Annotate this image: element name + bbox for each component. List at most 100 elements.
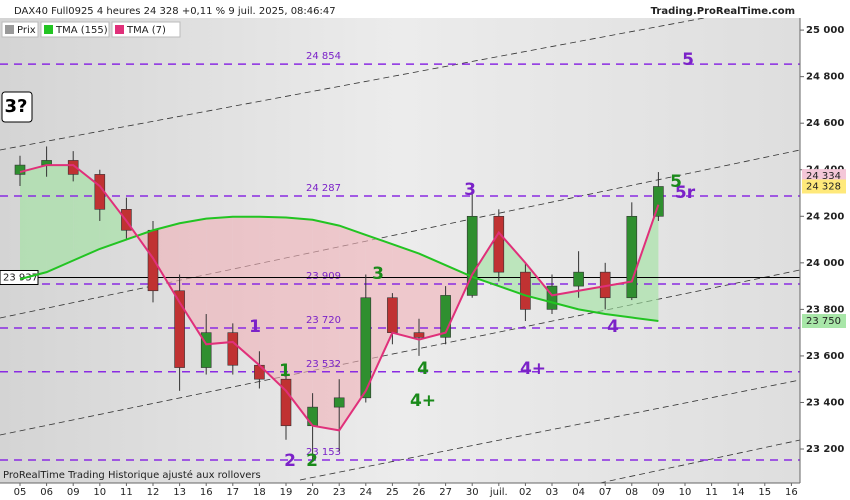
- x-tick-label: juil.: [489, 487, 508, 498]
- x-tick-label: 17: [226, 487, 239, 498]
- x-tick-label: 07: [599, 487, 612, 498]
- source: Trading.ProRealTime.com: [651, 6, 795, 17]
- level-label: 23 532: [306, 359, 341, 370]
- wave-label: 4+: [410, 391, 436, 411]
- trend-line: [0, 269, 801, 436]
- candle-body: [227, 332, 239, 366]
- trend-line: [599, 439, 801, 484]
- tma-fill: [605, 281, 632, 318]
- tma-fill: [392, 244, 419, 340]
- candle-body: [147, 229, 159, 292]
- x-tick-label: 02: [519, 487, 532, 498]
- price-tag: [802, 314, 846, 329]
- tma-fill: [286, 217, 313, 426]
- candle-body: [573, 271, 584, 287]
- tma-fill: [20, 165, 47, 280]
- tma-fill: [498, 232, 526, 296]
- x-tick-label: 10: [93, 487, 106, 498]
- tma-line: [19, 215, 659, 323]
- candle-body: [546, 285, 558, 310]
- x-tick-label: 10: [679, 487, 692, 498]
- legend-swatch: [5, 25, 14, 34]
- price-tag-label: 24 334: [806, 171, 841, 182]
- x-tick-label: 09: [652, 487, 665, 498]
- tma-fill: [552, 290, 579, 310]
- x-tick-label: 18: [253, 487, 266, 498]
- tma-fill: [419, 253, 446, 340]
- price-tag-label: 24 328: [806, 181, 841, 192]
- x-tick-label: 04: [572, 487, 585, 498]
- x-tick-label: 08: [625, 487, 638, 498]
- trend-channel: [0, 0, 801, 484]
- trend-line: [0, 0, 801, 151]
- tma-fill: [99, 186, 127, 249]
- y-tick-label: 23 600: [806, 351, 844, 362]
- x-tick-label: 30: [466, 487, 479, 498]
- y-tick-label: 23 400: [806, 397, 844, 408]
- legend-swatch: [115, 25, 124, 34]
- tma-fill: [153, 223, 180, 303]
- tma-fill: [578, 286, 606, 315]
- legend-label: TMA (155): [55, 25, 108, 36]
- level-label: 23 909: [306, 271, 341, 282]
- candle-body: [653, 186, 664, 217]
- y-tick-label: 24 800: [806, 72, 844, 83]
- level-label: 23 720: [306, 315, 341, 326]
- wave-label: 5r: [675, 183, 696, 203]
- x-tick-label: 09: [67, 487, 80, 498]
- tma-fill: [525, 262, 552, 303]
- y-tick-label: 25 000: [806, 25, 844, 36]
- tma-fill: [312, 219, 340, 431]
- tma-line: [19, 164, 660, 432]
- x-tick-label: 03: [546, 487, 559, 498]
- x-tick-label: 23: [333, 487, 346, 498]
- x-tick-label: 15: [758, 487, 771, 498]
- legend-box: [40, 21, 110, 38]
- price-tag: [802, 179, 846, 194]
- candle-body: [520, 271, 531, 310]
- x-tick-label: 20: [306, 487, 319, 498]
- candle-body: [360, 297, 372, 399]
- wave-label: 4+: [520, 359, 546, 379]
- wave-label: 1: [279, 361, 291, 381]
- reference-tag: [0, 269, 39, 285]
- y-tick-label: 23 200: [806, 444, 844, 455]
- y-tick-label: 24 200: [806, 211, 844, 222]
- x-tick-label: 11: [705, 487, 718, 498]
- x-tick-label: 06: [40, 487, 53, 498]
- legend-swatch: [44, 25, 53, 34]
- level-label: 24 287: [306, 183, 341, 194]
- tma-fill: [73, 165, 100, 261]
- tma-fill: [365, 234, 393, 391]
- header-bar: [0, 0, 850, 18]
- chart-title: DAX40 Full0925 4 heures 24 328 +0,11 % 9…: [14, 6, 336, 17]
- candle-body: [333, 397, 345, 408]
- x-tick-label: 25: [386, 487, 399, 498]
- x-tick-label: 13: [173, 487, 186, 498]
- tma-fill: [46, 165, 74, 273]
- wave-label: 5: [682, 50, 694, 70]
- wave-label: 5: [670, 172, 682, 192]
- tma-fill: [259, 216, 286, 391]
- candle-body: [174, 290, 185, 368]
- x-tick-label: 24: [359, 487, 372, 498]
- level-label: 24 854: [306, 51, 341, 62]
- trend-line: [299, 379, 801, 481]
- y-tick-label: 24 000: [806, 258, 844, 269]
- x-tick-label: 27: [439, 487, 452, 498]
- wave-label: 2: [306, 451, 318, 471]
- tma-fill: [206, 216, 233, 345]
- candle-body: [413, 332, 425, 338]
- wave-label: 3?: [5, 96, 28, 117]
- candle-body: [466, 215, 478, 296]
- candle-body: [280, 378, 292, 427]
- x-tick-label: 12: [147, 487, 160, 498]
- x-tick-label: 14: [732, 487, 745, 498]
- legend-label: Prix: [17, 25, 36, 36]
- x-tick-label: 16: [200, 487, 213, 498]
- candle-body: [200, 332, 212, 368]
- wave-label: 4: [607, 317, 619, 337]
- wave-label: 2: [284, 451, 296, 471]
- wave-label: 4: [417, 359, 429, 379]
- tma-fill: [631, 204, 659, 322]
